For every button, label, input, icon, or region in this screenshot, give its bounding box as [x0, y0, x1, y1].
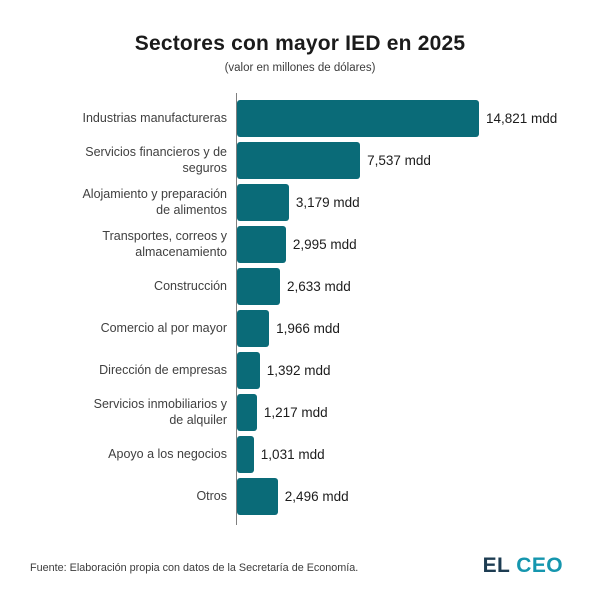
- bar: [237, 267, 280, 305]
- bar: [237, 141, 361, 179]
- value-label: 1,392 mdd: [266, 362, 331, 378]
- bar: [237, 435, 254, 473]
- value-label: 14,821 mdd: [486, 110, 558, 126]
- category-label: Servicios financieros y de seguros: [85, 144, 227, 175]
- el-ceo-logo: EL CEO: [483, 554, 563, 578]
- category-label: Industrias manufactureras: [82, 110, 227, 125]
- bar-row: Dirección de empresas 1,392 mdd: [0, 349, 600, 391]
- value-label: 3,179 mdd: [295, 194, 360, 210]
- bar-row: Servicios financieros y de seguros 7,537…: [0, 139, 600, 181]
- category-label: Servicios inmobiliarios y de alquiler: [93, 396, 227, 427]
- source-note: Fuente: Elaboración propia con datos de …: [30, 562, 359, 574]
- bar: [237, 183, 289, 221]
- category-label: Otros: [196, 488, 227, 503]
- bar: [237, 225, 286, 263]
- category-label: Transportes, correos y almacenamiento: [102, 228, 227, 259]
- value-label: 2,496 mdd: [284, 488, 349, 504]
- logo-text-el: EL: [482, 554, 511, 577]
- category-label: Comercio al por mayor: [100, 320, 227, 335]
- bar: [237, 393, 257, 431]
- value-label: 1,217 mdd: [263, 404, 328, 420]
- bar: [237, 309, 270, 347]
- value-label: 2,995 mdd: [292, 236, 357, 252]
- bar-row: Construcción 2,633 mdd: [0, 265, 600, 307]
- chart-title: Sectores con mayor IED en 2025: [134, 32, 466, 55]
- bar: [237, 477, 278, 515]
- bar-row: Comercio al por mayor 1,966 mdd: [0, 307, 600, 349]
- bar-row: Transportes, correos y almacenamiento 2,…: [0, 223, 600, 265]
- bar-row: Industrias manufactureras 14,821 mdd: [0, 97, 600, 139]
- bar: [237, 351, 260, 389]
- category-label: Alojamiento y preparación de alimentos: [82, 186, 227, 217]
- bar-row: Servicios inmobiliarios y de alquiler 1,…: [0, 391, 600, 433]
- chart-subtitle: (valor en millones de dólares): [224, 62, 376, 74]
- category-label: Construcción: [154, 278, 227, 293]
- bar-row: Alojamiento y preparación de alimentos 3…: [0, 181, 600, 223]
- value-label: 2,633 mdd: [287, 278, 351, 294]
- category-label: Apoyo a los negocios: [108, 446, 227, 461]
- bar-row: Otros 2,496 mdd: [0, 475, 600, 517]
- bar: [237, 99, 479, 137]
- value-label: 1,966 mdd: [276, 320, 340, 336]
- bar-row: Apoyo a los negocios 1,031 mdd: [0, 433, 600, 475]
- value-label: 1,031 mdd: [260, 446, 325, 462]
- category-label: Dirección de empresas: [99, 362, 227, 377]
- y-axis-line: [236, 93, 237, 525]
- bar-chart: Industrias manufactureras 14,821 mdd Ser…: [0, 97, 600, 517]
- logo-text-ceo: CEO: [516, 554, 563, 577]
- value-label: 7,537 mdd: [367, 152, 431, 168]
